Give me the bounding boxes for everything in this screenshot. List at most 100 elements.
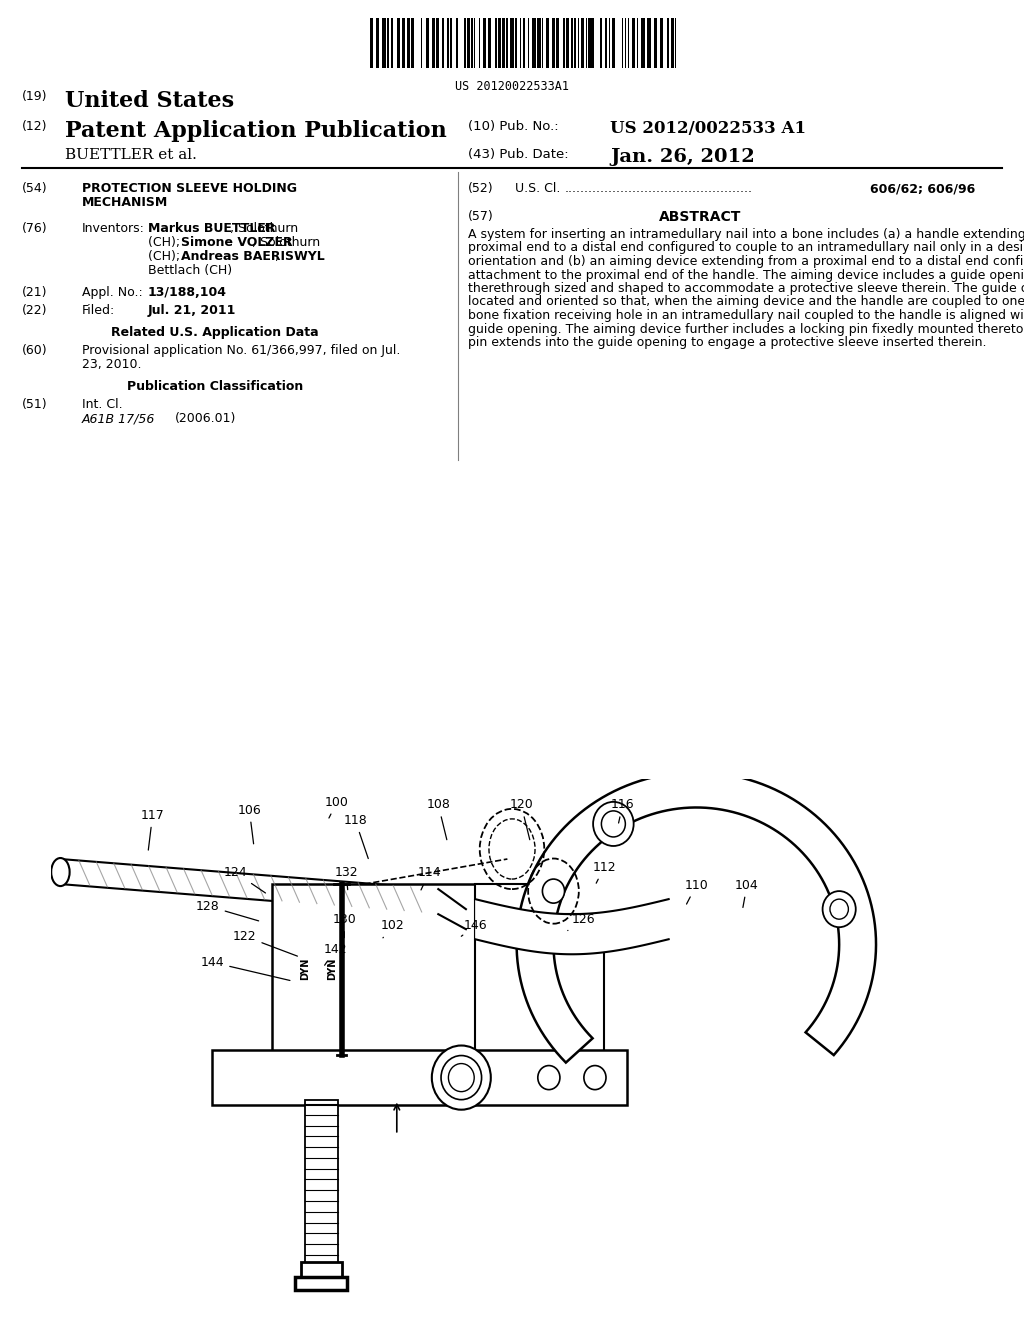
Text: bone fixation receiving hole in an intramedullary nail coupled to the handle is : bone fixation receiving hole in an intra… [468,309,1024,322]
Bar [407,18,410,69]
Bar [391,18,393,69]
Text: (60): (60) [22,345,48,356]
Bar [675,18,677,69]
Bar [612,18,615,69]
Text: 146: 146 [461,919,487,936]
Text: , Solothurn: , Solothurn [253,236,321,249]
Circle shape [822,891,856,927]
Text: 118: 118 [343,814,369,858]
Bar [641,18,644,69]
Text: U.S. Cl.: U.S. Cl. [515,182,560,195]
Bar [213,1049,627,1105]
Bar [272,884,475,1055]
Bar [628,18,629,69]
Polygon shape [60,859,438,915]
Text: 124: 124 [223,866,265,894]
Text: (57): (57) [468,210,494,223]
Circle shape [601,810,626,837]
Bar [600,18,602,69]
Text: Patent Application Publication: Patent Application Publication [65,120,446,143]
Bar [538,18,541,69]
Text: US 2012/0022533 A1: US 2012/0022533 A1 [610,120,806,137]
Bar [566,18,568,69]
Text: 144: 144 [201,956,290,981]
Text: (43) Pub. Date:: (43) Pub. Date: [468,148,568,161]
Text: 116: 116 [610,799,635,822]
Bar [377,18,379,69]
Bar [382,18,386,69]
Bar [667,18,669,69]
Text: 117: 117 [140,809,165,850]
Bar [436,18,439,69]
Text: 130: 130 [333,913,356,937]
Text: Provisional application No. 61/366,997, filed on Jul.: Provisional application No. 61/366,997, … [82,345,400,356]
Text: 132: 132 [334,866,358,890]
Text: MECHANISM: MECHANISM [82,195,168,209]
Text: (10) Pub. No.:: (10) Pub. No.: [468,120,559,133]
Bar [498,18,501,69]
Bar [632,18,635,69]
Text: Filed:: Filed: [82,304,116,317]
Bar [515,18,517,69]
Bar [495,18,497,69]
Text: BUETTLER et al.: BUETTLER et al. [65,148,197,162]
Text: PROTECTION SLEEVE HOLDING: PROTECTION SLEEVE HOLDING [82,182,297,195]
Text: 23, 2010.: 23, 2010. [82,358,141,371]
Circle shape [593,801,634,846]
Bar [581,18,585,69]
Bar [573,18,575,69]
Text: US 20120022533A1: US 20120022533A1 [455,81,569,92]
Text: 100: 100 [325,796,349,818]
Text: ...............................................: ........................................… [565,182,753,195]
Bar [432,18,434,69]
Bar [412,18,414,69]
Bar [622,18,624,69]
Text: Jan. 26, 2012: Jan. 26, 2012 [610,148,755,166]
Bar [552,18,555,69]
Circle shape [449,1064,474,1092]
Text: ABSTRACT: ABSTRACT [658,210,741,224]
Text: ,: , [274,249,279,263]
Bar [467,18,470,69]
Text: Jul. 21, 2011: Jul. 21, 2011 [148,304,237,317]
Bar [473,18,475,69]
Bar [471,18,473,69]
Text: Inventors:: Inventors: [82,222,144,235]
Text: Andreas BAERISWYL: Andreas BAERISWYL [181,249,325,263]
Bar [556,18,559,69]
Text: (21): (21) [22,286,47,300]
Bar [546,18,549,69]
Text: 122: 122 [232,929,297,956]
Circle shape [543,879,564,903]
Bar [482,18,485,69]
Bar [522,18,525,69]
Text: 142: 142 [324,944,347,965]
Bar [591,18,594,69]
Circle shape [830,899,849,919]
Text: 606/62; 606/96: 606/62; 606/96 [870,182,975,195]
Text: Publication Classification: Publication Classification [127,380,303,393]
Text: DYN: DYN [300,958,309,981]
Bar [671,18,674,69]
Text: 108: 108 [426,799,451,840]
Text: 120: 120 [509,799,534,840]
Bar [451,18,453,69]
Text: A system for inserting an intramedullary nail into a bone includes (a) a handle : A system for inserting an intramedullary… [468,228,1024,242]
Bar [402,18,406,69]
Text: orientation and (b) an aiming device extending from a proximal end to a distal e: orientation and (b) an aiming device ext… [468,255,1024,268]
Text: 114: 114 [417,866,441,890]
Bar [446,18,450,69]
Text: Appl. No.:: Appl. No.: [82,286,142,300]
Text: (2006.01): (2006.01) [175,412,237,425]
Text: Markus BUETTLER: Markus BUETTLER [148,222,275,235]
Circle shape [538,1065,560,1089]
Ellipse shape [51,858,70,886]
Text: pin extends into the guide opening to engage a protective sleeve inserted therei: pin extends into the guide opening to en… [468,337,986,348]
Circle shape [441,1056,481,1100]
Bar [296,1278,347,1290]
Text: therethrough sized and shaped to accommodate a protective sleeve therein. The gu: therethrough sized and shaped to accommo… [468,282,1024,294]
Bar [519,18,521,69]
Text: 102: 102 [380,919,404,937]
Text: DYN: DYN [328,958,337,981]
Text: (CH);: (CH); [148,236,184,249]
